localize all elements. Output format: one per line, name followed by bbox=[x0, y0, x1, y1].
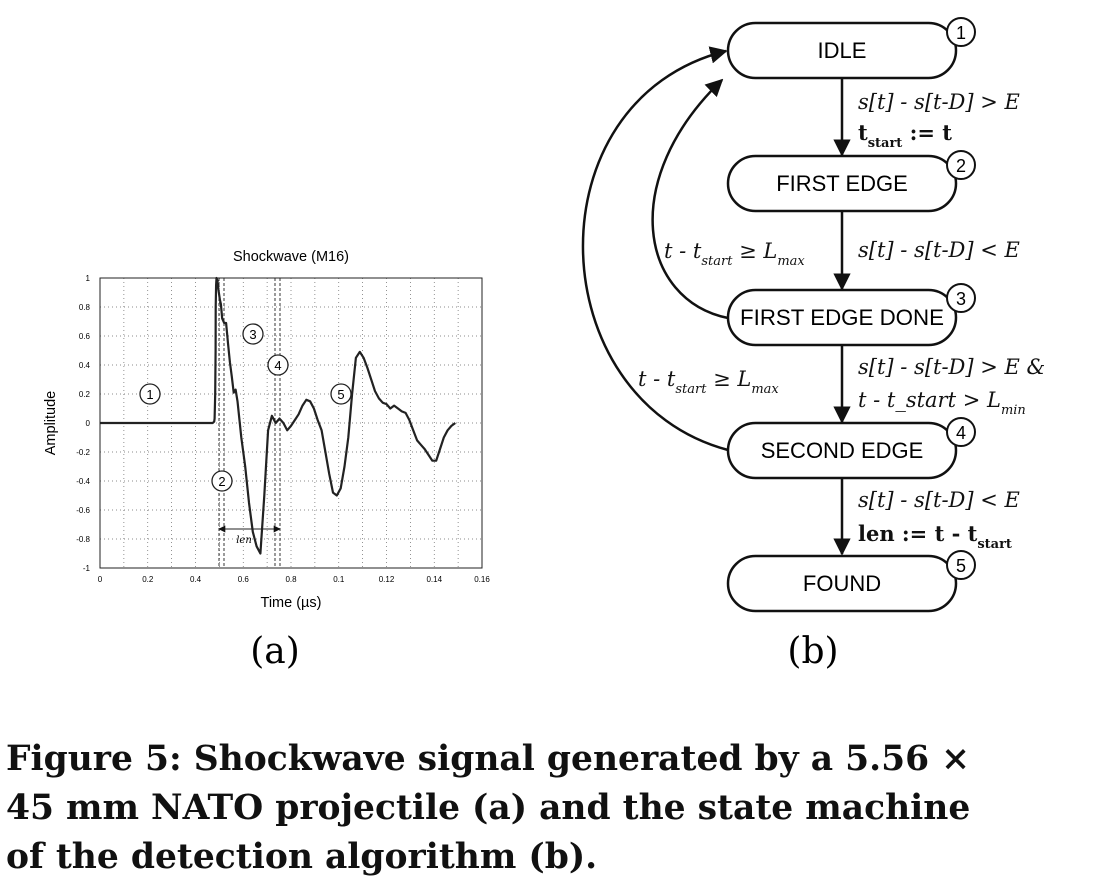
region-marker-5: 5 bbox=[330, 383, 352, 405]
x-axis-label: Time (µs) bbox=[261, 595, 322, 611]
svg-text:2: 2 bbox=[956, 156, 966, 176]
y-tick-label: -0.6 bbox=[76, 506, 90, 515]
t1-action: tstart := t bbox=[858, 120, 952, 151]
state-number-badge bbox=[946, 283, 976, 313]
y-tick-labels: 1 0.8 0.6 0.4 0.2 0 -0.2 -0.4 -0.6 -0.8 -1 bbox=[76, 274, 90, 573]
x-tick-label: 0.8 bbox=[285, 575, 297, 584]
svg-text:4: 4 bbox=[274, 358, 281, 373]
state-number-badge bbox=[946, 150, 976, 180]
svg-text:1: 1 bbox=[146, 387, 153, 402]
svg-text:3: 3 bbox=[249, 327, 256, 342]
len-annotation: len bbox=[218, 525, 281, 546]
state-found: FOUND 5 bbox=[726, 550, 976, 613]
x-tick-label: 0.6 bbox=[238, 575, 250, 584]
region-marker-1: 1 bbox=[139, 383, 161, 405]
y-tick-label: 0.4 bbox=[79, 361, 91, 370]
state-label: SECOND EDGE bbox=[761, 438, 924, 463]
transition-second-edge-back-to-idle bbox=[581, 46, 729, 452]
state-idle: IDLE 1 bbox=[726, 17, 976, 80]
region-marker-4: 4 bbox=[267, 354, 289, 376]
figure-5: Shockwave (M16) 1 0.8 0.6 0.4 0.2 0 -0.2 -0.4 -0… bbox=[43, 17, 1045, 672]
x-tick-label: 0.16 bbox=[474, 575, 490, 584]
state-label: FIRST EDGE bbox=[776, 171, 908, 196]
figure-caption: Figure 5: Shockwave signal generated by … bbox=[6, 735, 1106, 882]
transition-done-back-to-idle bbox=[651, 78, 729, 320]
state-label: IDLE bbox=[818, 38, 867, 63]
state-second-edge: SECOND EDGE 4 bbox=[726, 417, 976, 480]
chart-title: Shockwave (M16) bbox=[233, 249, 349, 265]
y-tick-label: 1 bbox=[86, 274, 91, 283]
t3-condition-2: t - t_start > Lmin bbox=[858, 388, 1026, 418]
y-tick-label: -1 bbox=[83, 564, 91, 573]
back-condition-upper: t - tstart ≥ Lmax bbox=[664, 239, 805, 269]
t2-condition: s[t] - s[t-D] < E bbox=[858, 238, 1020, 262]
x-tick-label: 0.14 bbox=[426, 575, 442, 584]
state-number-badge bbox=[946, 17, 976, 47]
caption-line: 45 mm NATO projectile (a) and the state … bbox=[6, 788, 971, 828]
svg-text:2: 2 bbox=[218, 474, 225, 489]
t3-condition-1: s[t] - s[t-D] > E & bbox=[858, 355, 1045, 379]
signal-line bbox=[100, 276, 456, 555]
x-tick-label: 0.4 bbox=[190, 575, 202, 584]
state-label: FOUND bbox=[803, 571, 881, 596]
y-tick-label: 0.2 bbox=[79, 390, 91, 399]
x-tick-label: 0.1 bbox=[333, 575, 345, 584]
caption-line: Figure 5: Shockwave signal generated by … bbox=[6, 739, 971, 779]
x-tick-labels: 0 0.2 0.4 0.6 0.8 0.1 0.12 0.14 0.16 bbox=[98, 575, 491, 584]
t1-condition: s[t] - s[t-D] > E bbox=[858, 90, 1020, 114]
svg-text:5: 5 bbox=[956, 556, 966, 576]
len-label: len bbox=[236, 535, 252, 546]
svg-text:5: 5 bbox=[337, 387, 344, 402]
region-marker-2: 2 bbox=[211, 470, 233, 492]
svg-text:4: 4 bbox=[956, 423, 966, 443]
region-marker-3: 3 bbox=[242, 323, 264, 345]
state-first-edge-done: FIRST EDGE DONE 3 bbox=[726, 283, 976, 347]
y-tick-label: 0.6 bbox=[79, 332, 91, 341]
svg-text:1: 1 bbox=[956, 23, 966, 43]
x-tick-label: 0.2 bbox=[142, 575, 154, 584]
state-machine: IDLE 1 FIRST EDGE 2 FIRST EDGE DONE 3 SE… bbox=[581, 17, 1045, 672]
panel-label-a: (a) bbox=[250, 631, 300, 672]
y-tick-label: 0 bbox=[86, 419, 91, 428]
t4-action: len := t - tstart bbox=[858, 521, 1012, 552]
x-tick-label: 0.12 bbox=[379, 575, 395, 584]
t4-condition: s[t] - s[t-D] < E bbox=[858, 488, 1020, 512]
svg-text:3: 3 bbox=[956, 289, 966, 309]
y-axis-label: Amplitude bbox=[43, 391, 59, 455]
state-number-badge bbox=[946, 417, 976, 447]
y-tick-label: -0.8 bbox=[76, 535, 90, 544]
panel-label-b: (b) bbox=[787, 631, 838, 672]
y-tick-label: 0.8 bbox=[79, 303, 91, 312]
x-tick-label: 0 bbox=[98, 575, 103, 584]
state-label: FIRST EDGE DONE bbox=[740, 305, 944, 330]
back-condition-lower: t - tstart ≥ Lmax bbox=[638, 367, 779, 397]
state-first-edge: FIRST EDGE 2 bbox=[726, 150, 976, 213]
state-number-badge bbox=[946, 550, 976, 580]
caption-line: of the detection algorithm (b). bbox=[6, 837, 598, 877]
shockwave-chart: Shockwave (M16) 1 0.8 0.6 0.4 0.2 0 -0.2 -0.4 -0… bbox=[43, 249, 490, 672]
y-tick-label: -0.2 bbox=[76, 448, 90, 457]
y-tick-label: -0.4 bbox=[76, 477, 90, 486]
